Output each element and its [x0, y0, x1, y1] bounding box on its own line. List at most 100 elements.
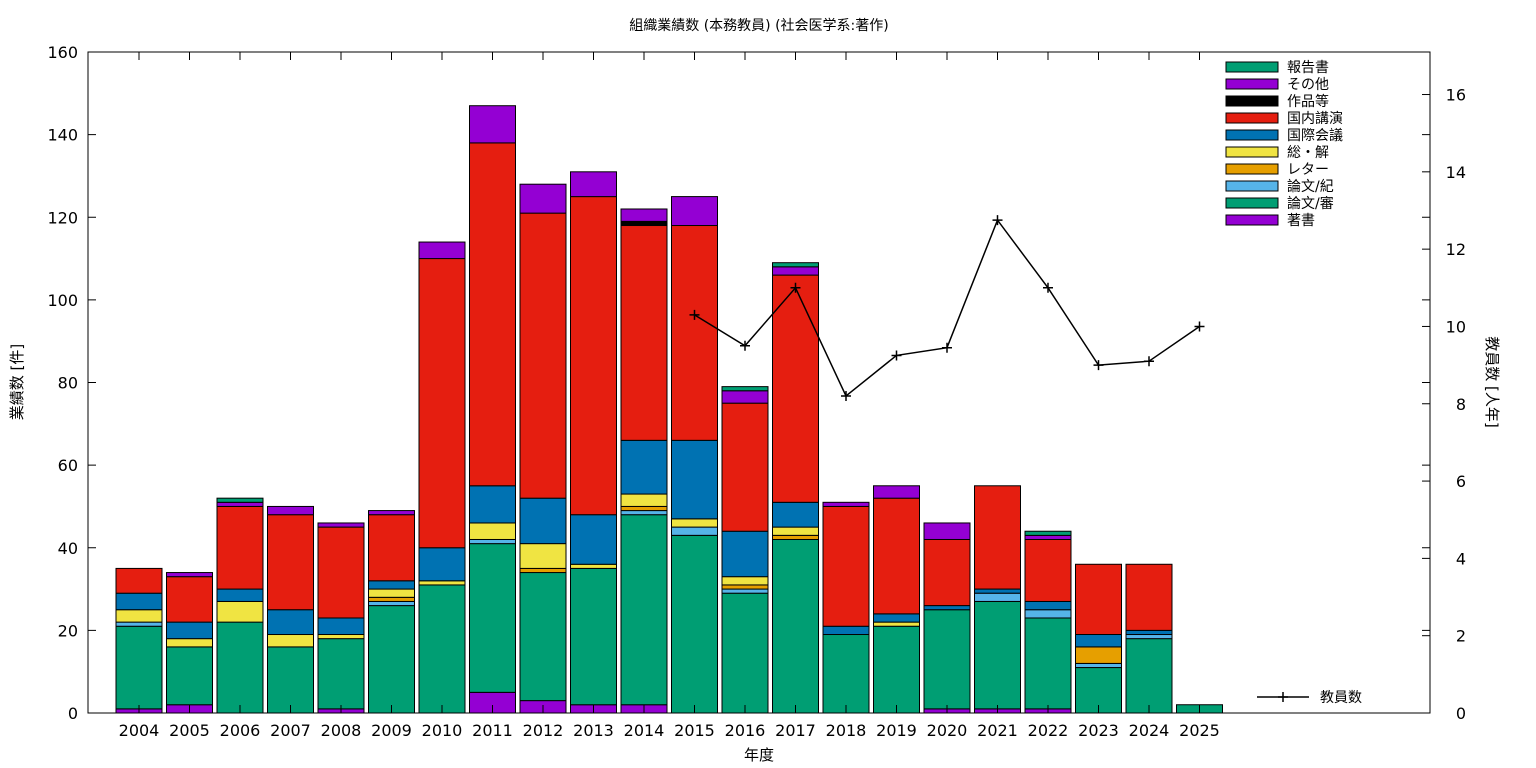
bar-segment-2021-5	[974, 588, 1021, 594]
line-series-teachers	[694, 218, 1200, 398]
x-tick-label-2015: 2015	[674, 721, 715, 740]
x-tick-label-2014: 2014	[624, 721, 665, 740]
x-tick-label-2007: 2007	[270, 721, 311, 740]
line-point-2019	[891, 350, 902, 361]
y2-tick-label: 16	[1446, 86, 1466, 105]
bar-segment-2011-2	[469, 538, 516, 545]
x-tick-label-2004: 2004	[119, 721, 160, 740]
legend-label-5: 総・解	[1287, 145, 1329, 161]
y2-tick-label: 2	[1456, 627, 1466, 646]
bar-segment-2012-1	[519, 572, 567, 702]
line-point-2017	[790, 282, 801, 293]
y2-tick-label: 10	[1446, 317, 1466, 336]
legend-line-marker	[1278, 692, 1288, 702]
bar-segment-2008-1	[317, 638, 365, 710]
y-tick-label: 160	[47, 43, 78, 62]
x-tick-label-2021: 2021	[977, 721, 1018, 740]
bar-segment-2011-5	[469, 485, 516, 524]
bar-segment-2016-8	[721, 390, 769, 404]
bar-segment-2016-5	[721, 530, 769, 578]
bar-segment-2009-1	[368, 605, 415, 714]
bar-segment-2021-6	[974, 485, 1021, 590]
x-tick-label-2016: 2016	[725, 721, 766, 740]
bar-segment-2017-8	[772, 266, 819, 276]
bar-segment-2009-3	[368, 596, 415, 602]
bar-segment-2009-2	[368, 600, 415, 607]
bar-segment-2022-2	[1024, 609, 1072, 619]
line-point-2023	[1093, 360, 1104, 371]
y2-axis: 0 2 4 6 8 10 12 14 16	[1422, 86, 1466, 723]
x-tick-label-2008: 2008	[321, 721, 362, 740]
legend-swatch-5	[1225, 146, 1279, 158]
y-axis-label: 業績数 [件]	[8, 344, 26, 420]
bar-segment-2017-4	[772, 526, 819, 536]
legend-swatch-4	[1225, 129, 1279, 141]
bar-segment-2016-2	[721, 588, 769, 594]
bar-segment-2019-8	[873, 485, 920, 499]
bar-segment-2014-4	[620, 493, 668, 507]
y-tick-label: 100	[47, 291, 78, 310]
legend-swatch-1	[1225, 78, 1279, 90]
bar-segment-2014-3	[620, 505, 668, 512]
bar-segment-2018-8	[822, 501, 870, 507]
bar-segment-2010-8	[418, 241, 466, 260]
bar-segment-2014-6	[620, 225, 668, 441]
line-point-2022	[1043, 282, 1053, 293]
bar-segment-2017-3	[772, 534, 819, 540]
bar-segment-2021-1	[974, 600, 1021, 710]
legend-label-7: 論文/紀	[1287, 179, 1334, 195]
x-tick-label-2013: 2013	[573, 721, 614, 740]
bar-segment-2008-6	[317, 526, 365, 619]
bar-segment-2011-8	[469, 105, 516, 144]
bar-segment-2008-8	[317, 522, 365, 528]
bar-segment-2020-1	[923, 609, 971, 710]
bar-segment-2005-8	[166, 572, 213, 578]
y-tick-label: 60	[58, 456, 78, 475]
bar-segment-2013-5	[570, 514, 617, 565]
y-tick-label: 0	[68, 704, 78, 723]
bar-segment-2014-7	[620, 220, 668, 227]
y2-axis-label: 教員数 [人年]	[1483, 336, 1501, 427]
x-tick-label-2025: 2025	[1179, 721, 1220, 740]
y-tick-label: 120	[47, 208, 78, 227]
legend-swatch-7	[1225, 180, 1279, 192]
bar-segment-2024-2	[1125, 634, 1173, 640]
bar-segment-2010-1	[418, 584, 466, 714]
y2-tick-label: 4	[1456, 549, 1466, 568]
bar-segment-2018-6	[822, 505, 870, 627]
bar-segment-2022-5	[1024, 600, 1072, 611]
legend-swatch-6	[1225, 163, 1279, 175]
legend-label-9: 著書	[1287, 213, 1315, 229]
bar-segment-2015-5	[671, 439, 718, 520]
line-point-2025	[1194, 321, 1205, 332]
y-tick-label: 40	[58, 539, 78, 558]
x-tick-label-2022: 2022	[1028, 721, 1069, 740]
line-point-2016	[740, 340, 750, 351]
bar-segment-2007-4	[267, 634, 314, 648]
y-tick-label: 20	[58, 621, 78, 640]
bar-segment-2007-5	[267, 609, 314, 636]
bar-segment-2016-3	[721, 584, 769, 590]
bar-segment-2005-5	[166, 621, 213, 640]
bar-segment-2006-5	[216, 588, 264, 602]
bar-segment-2023-3	[1075, 646, 1122, 664]
bar-segment-2018-5	[822, 625, 870, 635]
x-tick-label-2009: 2009	[371, 721, 412, 740]
x-axis-label: 年度	[744, 746, 774, 764]
bar-segment-2007-6	[267, 514, 314, 611]
bar-segment-2006-4	[216, 600, 264, 623]
bar-segment-2012-8	[519, 183, 567, 214]
bar-segment-2017-9	[772, 262, 819, 268]
bar-segment-2004-1	[115, 625, 163, 710]
y-tick-label: 140	[47, 126, 78, 145]
bar-segment-2006-9	[216, 497, 264, 503]
line-point-2024	[1144, 356, 1154, 367]
line-point-2020	[942, 342, 952, 353]
bar-segment-2015-4	[671, 518, 718, 528]
legend-swatch-0	[1225, 61, 1279, 73]
bar-segment-2023-6	[1075, 563, 1122, 636]
x-tick-label-2023: 2023	[1078, 721, 1119, 740]
legend-label-4: 国際会議	[1287, 127, 1343, 144]
